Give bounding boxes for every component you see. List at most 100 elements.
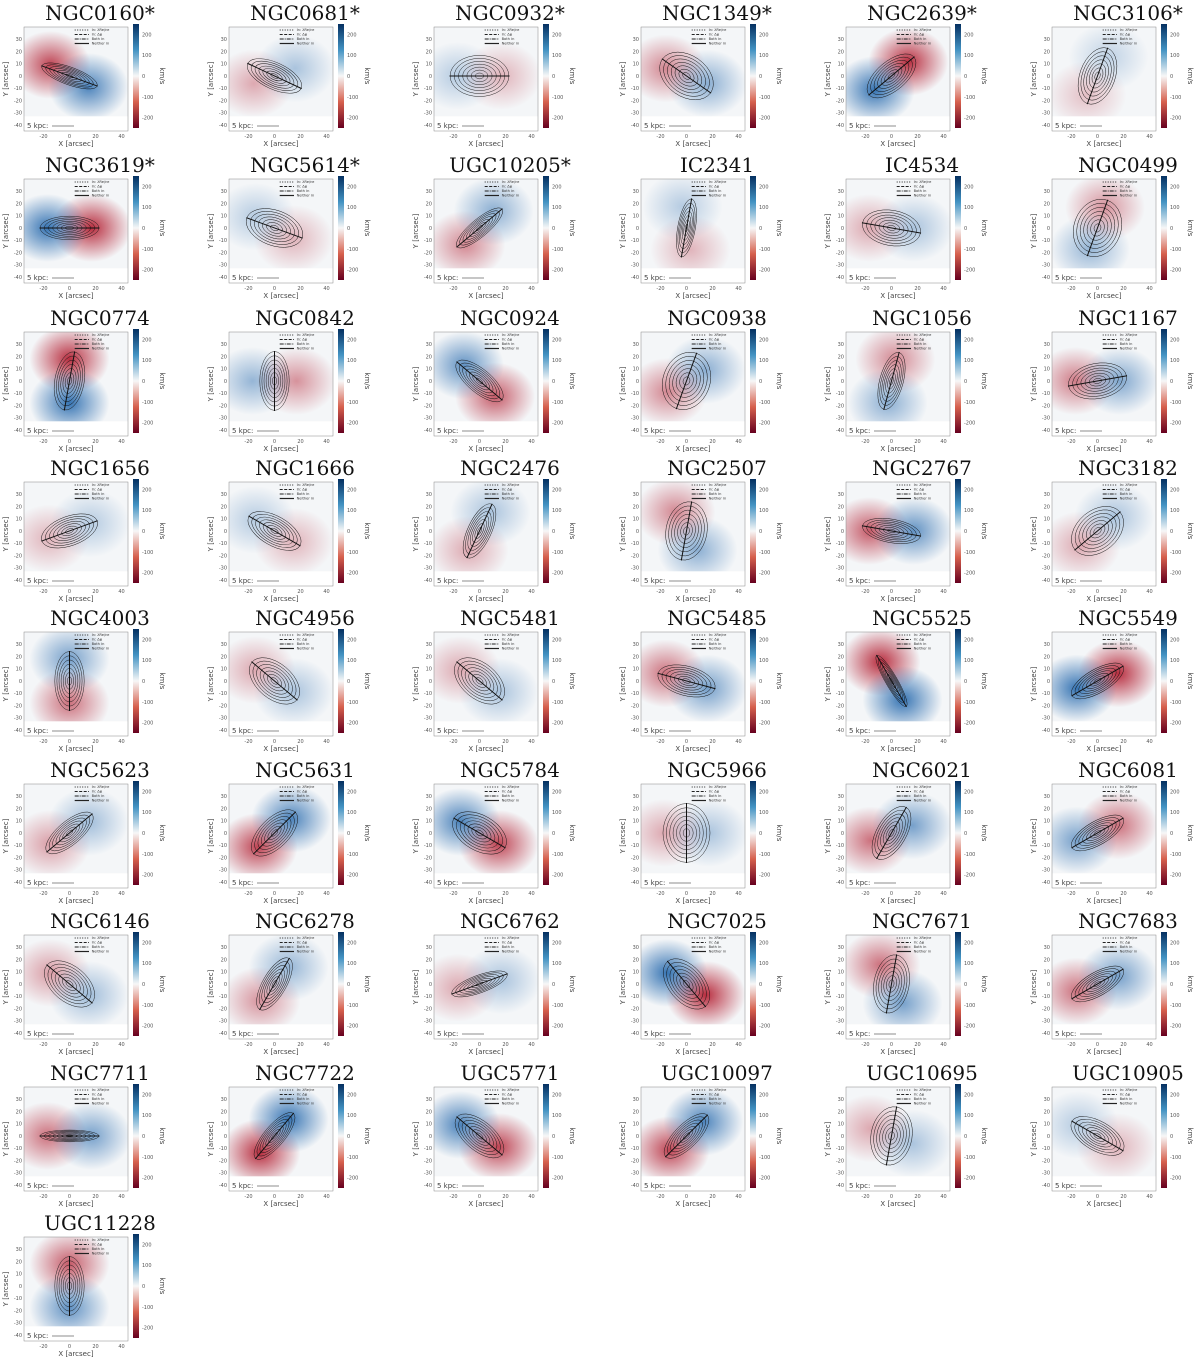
panel-title: NGC1656 (50, 456, 150, 480)
legend-label: In: λRe/εe (1120, 936, 1139, 940)
y-axis-label: Y [arcsec] (2, 969, 10, 1005)
scale-label: 5 kpc: (849, 1030, 870, 1038)
y-tick-label: -30 (219, 566, 227, 572)
y-tick-label: -20 (631, 553, 639, 559)
kinematic-axis-line (868, 56, 915, 96)
y-axis-label: Y [arcsec] (619, 366, 627, 402)
colorbar-tick-label: 200 (759, 184, 769, 190)
legend-label: Neither in (1120, 497, 1138, 501)
map-frame (433, 26, 539, 132)
legend-label: In: λRe/εe (709, 633, 728, 637)
y-axis-label: Y [arcsec] (824, 666, 832, 702)
y-axis-label: Y [arcsec] (619, 666, 627, 702)
y-tick-label: -10 (14, 86, 22, 92)
colorbar-tick-label: -200 (142, 571, 153, 577)
colorbar-tick-label: 0 (347, 226, 350, 232)
x-tick-label: -20 (861, 134, 869, 140)
x-axis-label: X [arcsec] (468, 1048, 503, 1056)
legend-label: In: λRe/εe (914, 483, 933, 487)
velocity-map-panel: NGC7025 5 kpc: In: λRe/εe In: Δφ Both in Neit… (617, 908, 817, 1060)
colorbar-label: km/s (1186, 825, 1194, 842)
x-tick-label: 20 (709, 739, 715, 745)
legend-label: In: Δφ (92, 941, 103, 945)
y-tick-label: -40 (836, 1031, 844, 1037)
y-tick-label: -20 (219, 855, 227, 861)
colorbar (750, 24, 756, 128)
x-tick-label: 40 (940, 439, 946, 445)
map-frame (845, 1086, 951, 1192)
colorbar-tick-label: -100 (1170, 247, 1181, 253)
x-tick-label: 40 (323, 286, 329, 292)
legend-label: Both in (1120, 945, 1133, 949)
colorbar-tick-label: -100 (142, 550, 153, 556)
legend-label: Both in (502, 492, 515, 496)
y-tick-label: 20 (838, 654, 844, 660)
colorbar-tick-label: -200 (347, 1176, 358, 1182)
y-tick-label: 10 (633, 214, 639, 220)
colorbar-tick-label: 200 (142, 184, 152, 190)
colorbar-tick-label: 100 (552, 810, 562, 816)
y-tick-label: -30 (219, 868, 227, 874)
panel-title: NGC3619* (45, 153, 155, 177)
scale-label: 5 kpc: (437, 122, 458, 130)
y-tick-label: 10 (838, 667, 844, 673)
legend-label: Neither in (1120, 799, 1138, 803)
colorbar-tick-label: 200 (142, 487, 152, 493)
x-tick-label: 40 (1146, 286, 1152, 292)
scale-label: 5 kpc: (27, 274, 48, 282)
kinematic-axis-line (456, 361, 503, 401)
x-tick-label: -20 (449, 286, 457, 292)
blueshift-region (847, 368, 928, 436)
colorbar-label: km/s (568, 373, 576, 390)
legend-label: Both in (709, 794, 722, 798)
colorbar-tick-label: -100 (347, 700, 358, 706)
colorbar-tick-label: 200 (964, 487, 974, 493)
legend-label: Neither in (92, 1102, 110, 1106)
legend-label: In: λRe/εe (1120, 483, 1139, 487)
x-tick-label: 0 (685, 589, 688, 595)
velocity-map-panel: NGC2767 5 kpc: In: λRe/εe In: Δφ Both in Neit… (822, 455, 1022, 607)
legend-label: In: Δφ (709, 338, 720, 342)
velocity-field (641, 27, 745, 131)
velocity-field (1052, 1087, 1156, 1191)
legend-label: In: λRe/εe (92, 785, 111, 789)
y-axis-label: Y [arcsec] (1030, 666, 1038, 702)
legend-label: Both in (914, 945, 927, 949)
x-tick-label: -20 (861, 739, 869, 745)
scale-label: 5 kpc: (1055, 1182, 1076, 1190)
colorbar-tick-label: -200 (347, 1024, 358, 1030)
colorbar-tick-label: 0 (347, 831, 350, 837)
isophote-ellipses (1071, 662, 1124, 700)
isophote-ellipses (247, 511, 302, 551)
y-tick-label: -30 (424, 416, 432, 422)
x-tick-label: 20 (502, 134, 508, 140)
velocity-map-panel: NGC0842 5 kpc: In: λRe/εe In: Δφ Both in Neit… (205, 305, 405, 457)
y-tick-label: 0 (1047, 74, 1050, 80)
y-tick-label: -40 (631, 728, 639, 734)
y-tick-label: -20 (14, 1308, 22, 1314)
x-axis-label: X [arcsec] (58, 897, 93, 905)
y-tick-label: 10 (1044, 667, 1050, 673)
colorbar-tick-label: -100 (552, 95, 563, 101)
velocity-map-panel: NGC5631 5 kpc: In: λRe/εe In: Δφ Both in Neit… (205, 757, 405, 909)
isophote-ellipses (452, 811, 507, 855)
kinematic-axis-line (680, 198, 693, 258)
colorbar-tick-label: -100 (552, 550, 563, 556)
y-axis-label: Y [arcsec] (2, 366, 10, 402)
y-axis-label: Y [arcsec] (412, 818, 420, 854)
y-tick-label: -10 (219, 1146, 227, 1152)
x-tick-label: 0 (685, 134, 688, 140)
velocity-field (846, 632, 950, 736)
colorbar (133, 1084, 139, 1188)
kinematic-axis-line (46, 813, 93, 853)
colorbar (1161, 932, 1167, 1036)
y-tick-label: 20 (838, 504, 844, 510)
x-axis-label: X [arcsec] (675, 897, 710, 905)
y-axis-label: Y [arcsec] (1030, 1121, 1038, 1157)
x-axis-label: X [arcsec] (58, 1200, 93, 1208)
isophote-ellipses (256, 957, 293, 1011)
y-tick-label: 0 (1047, 1134, 1050, 1140)
